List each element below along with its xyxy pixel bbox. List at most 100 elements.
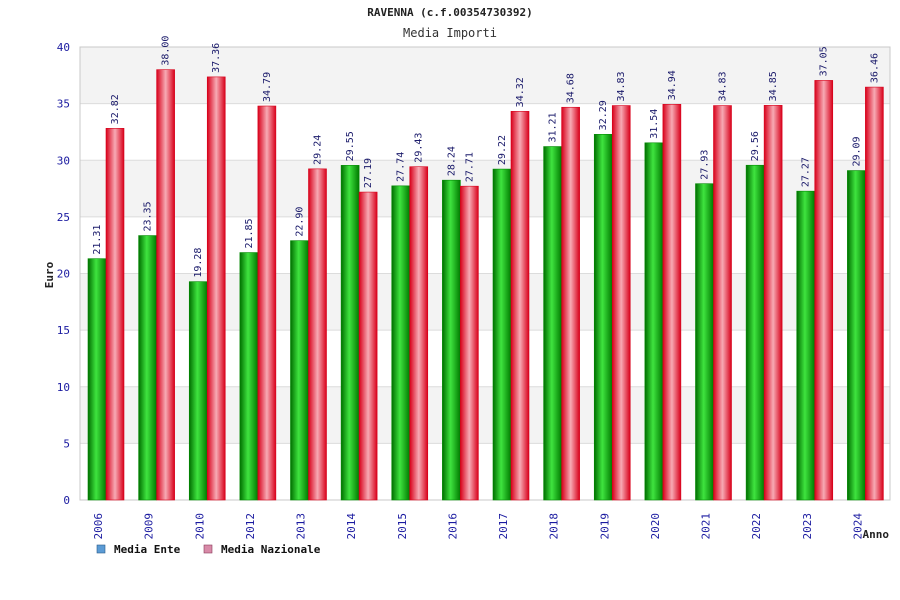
bar-media-ente-2012: [239, 252, 259, 501]
data-label-media-ente-2018: 31.21: [548, 112, 559, 142]
bar-media-nazionale-2020: [662, 104, 682, 501]
x-tick-label-2017: 2017: [497, 513, 510, 540]
y-tick-label-25: 25: [57, 211, 70, 224]
bar-media-nazionale-2009: [156, 69, 175, 501]
data-label-media-ente-2024: 29.09: [851, 136, 862, 166]
data-label-media-ente-2023: 27.27: [801, 157, 812, 187]
data-label-media-nazionale-2006: 32.82: [110, 94, 121, 124]
bar-media-ente-2006: [87, 258, 107, 501]
data-label-media-nazionale-2018: 34.68: [566, 73, 577, 103]
bar-media-nazionale-2006: [105, 128, 125, 501]
bar-media-ente-2016: [442, 179, 461, 501]
bar-media-nazionale-2024: [865, 86, 884, 501]
bar-media-ente-2023: [796, 190, 816, 501]
chart-title: RAVENNA (c.f.00354730392): [367, 6, 533, 19]
data-label-media-ente-2010: 19.28: [193, 248, 204, 278]
bar-media-ente-2021: [695, 183, 714, 501]
y-axis-title: Euro: [43, 261, 56, 288]
legend-label-media-ente: Media Ente: [114, 543, 181, 556]
data-label-media-ente-2021: 27.93: [700, 150, 711, 180]
data-label-media-nazionale-2021: 34.83: [718, 71, 729, 101]
data-label-media-ente-2009: 23.35: [143, 201, 154, 231]
x-tick-label-2006: 2006: [92, 513, 105, 540]
data-label-media-nazionale-2010: 37.36: [211, 43, 222, 73]
x-tick-label-2016: 2016: [446, 513, 459, 540]
x-axis-title: Anno: [863, 528, 890, 541]
y-tick-label-35: 35: [57, 98, 70, 111]
bar-media-nazionale-2014: [358, 191, 378, 501]
x-tick-label-2014: 2014: [345, 513, 358, 540]
data-label-media-ente-2016: 28.24: [446, 146, 457, 176]
data-label-media-ente-2017: 29.22: [497, 135, 508, 165]
bar-media-nazionale-2019: [611, 105, 631, 501]
y-tick-label-0: 0: [63, 494, 70, 507]
legend-label-media-nazionale: Media Nazionale: [221, 543, 321, 556]
y-axis-ticks: 0 5 10 15 20 25 30 35 40: [57, 41, 70, 507]
bar-media-ente-2014: [340, 165, 360, 501]
bar-media-ente-2018: [543, 146, 562, 501]
data-label-media-nazionale-2012: 34.79: [262, 72, 273, 102]
bar-media-ente-2024: [847, 170, 866, 501]
data-label-media-ente-2020: 31.54: [649, 109, 660, 139]
y-tick-label-10: 10: [57, 381, 70, 394]
bar-media-ente-2019: [593, 134, 613, 501]
bar-media-nazionale-2023: [814, 80, 834, 501]
x-axis-ticks: 2006 2009 2010 2012 2013 2014 2015 2016 2017 2018…: [92, 513, 864, 540]
x-tick-label-2015: 2015: [396, 513, 409, 540]
data-label-media-nazionale-2016: 27.71: [464, 152, 475, 182]
data-label-media-nazionale-2014: 27.19: [363, 158, 374, 188]
bar-media-nazionale-2010: [206, 76, 226, 501]
data-label-media-nazionale-2023: 37.05: [819, 46, 830, 76]
data-label-media-nazionale-2015: 29.43: [414, 133, 425, 163]
chart-subtitle: Media Importi: [403, 26, 497, 40]
data-label-media-ente-2014: 29.55: [345, 131, 356, 161]
data-label-media-nazionale-2013: 29.24: [313, 135, 324, 165]
x-tick-label-2024: 2024: [851, 513, 864, 540]
legend: Media Ente Media Nazionale: [96, 543, 321, 556]
data-label-media-ente-2015: 27.74: [396, 152, 407, 182]
data-label-media-ente-2013: 22.90: [295, 207, 306, 237]
bar-media-nazionale-2018: [561, 106, 580, 501]
data-label-media-nazionale-2020: 34.94: [667, 70, 678, 100]
x-tick-label-2009: 2009: [143, 513, 156, 540]
bar-media-nazionale-2017: [510, 111, 530, 501]
data-label-media-nazionale-2024: 36.46: [869, 53, 880, 83]
x-tick-label-2018: 2018: [548, 513, 561, 540]
data-label-media-nazionale-2022: 34.85: [768, 71, 779, 101]
x-tick-label-2013: 2013: [295, 513, 308, 540]
data-label-media-nazionale-2009: 38.00: [161, 36, 172, 66]
bar-media-ente-2009: [138, 235, 157, 501]
bar-media-ente-2020: [644, 142, 664, 501]
x-tick-label-2023: 2023: [801, 513, 814, 540]
legend-swatch-media-nazionale: [203, 544, 213, 554]
bar-media-ente-2022: [745, 164, 765, 501]
bar-media-nazionale-2013: [308, 168, 327, 501]
x-tick-label-2012: 2012: [244, 513, 257, 540]
x-tick-label-2022: 2022: [750, 513, 763, 540]
x-tick-label-2020: 2020: [649, 513, 662, 540]
y-tick-label-30: 30: [57, 154, 70, 167]
bar-media-nazionale-2022: [763, 105, 783, 501]
bar-media-ente-2013: [290, 240, 309, 501]
data-label-media-nazionale-2017: 34.32: [515, 77, 526, 107]
y-tick-label-5: 5: [63, 437, 70, 450]
bar-media-nazionale-2012: [257, 105, 277, 501]
bar-media-nazionale-2015: [409, 166, 429, 501]
bar-media-nazionale-2016: [460, 185, 479, 501]
bar-media-ente-2015: [391, 185, 411, 501]
bar-media-ente-2017: [492, 168, 512, 501]
x-tick-label-2019: 2019: [598, 513, 611, 540]
y-tick-label-15: 15: [57, 324, 70, 337]
data-label-media-ente-2022: 29.56: [750, 131, 761, 161]
data-label-media-ente-2019: 32.29: [598, 100, 609, 130]
data-label-media-ente-2006: 21.31: [92, 225, 103, 255]
bar-media-nazionale-2021: [713, 105, 732, 501]
y-tick-label-40: 40: [57, 41, 70, 54]
y-tick-label-20: 20: [57, 268, 70, 281]
x-tick-label-2010: 2010: [193, 513, 206, 540]
data-label-media-nazionale-2019: 34.83: [616, 71, 627, 101]
plot-frame: [79, 46, 891, 501]
legend-swatch-media-ente: [96, 544, 106, 554]
bars: 21.31 32.82 23.35 38.00 19.28 37.36 21.85 34.79…: [87, 36, 884, 501]
